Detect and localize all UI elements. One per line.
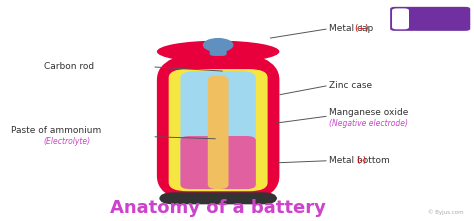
Text: Manganese oxide: Manganese oxide — [329, 108, 408, 117]
Text: (-): (-) — [357, 156, 367, 165]
Text: Zinc case: Zinc case — [329, 81, 372, 90]
FancyBboxPatch shape — [390, 7, 470, 31]
Text: Metal cap: Metal cap — [329, 24, 376, 33]
FancyBboxPatch shape — [157, 51, 279, 204]
FancyBboxPatch shape — [392, 8, 409, 29]
Text: Anatomy of a battery: Anatomy of a battery — [110, 199, 326, 217]
Text: BYJU'S: BYJU'S — [410, 11, 438, 20]
Text: Metal bottom: Metal bottom — [329, 156, 392, 165]
Text: © Byjus.com: © Byjus.com — [428, 210, 463, 215]
FancyBboxPatch shape — [181, 71, 256, 189]
Text: Carbon rod: Carbon rod — [44, 62, 94, 71]
Text: B: B — [397, 14, 404, 24]
Text: The Learning App: The Learning App — [410, 21, 454, 26]
Text: Paste of ammonium: Paste of ammonium — [11, 126, 101, 135]
FancyBboxPatch shape — [210, 45, 227, 56]
Text: (+): (+) — [354, 24, 368, 33]
Text: (Negative electrode): (Negative electrode) — [329, 119, 408, 128]
Ellipse shape — [203, 38, 234, 52]
FancyBboxPatch shape — [169, 69, 268, 191]
FancyBboxPatch shape — [181, 136, 256, 189]
FancyBboxPatch shape — [159, 192, 277, 204]
Text: (Electrolyte): (Electrolyte) — [44, 137, 91, 146]
FancyBboxPatch shape — [208, 76, 228, 189]
Ellipse shape — [157, 41, 279, 63]
